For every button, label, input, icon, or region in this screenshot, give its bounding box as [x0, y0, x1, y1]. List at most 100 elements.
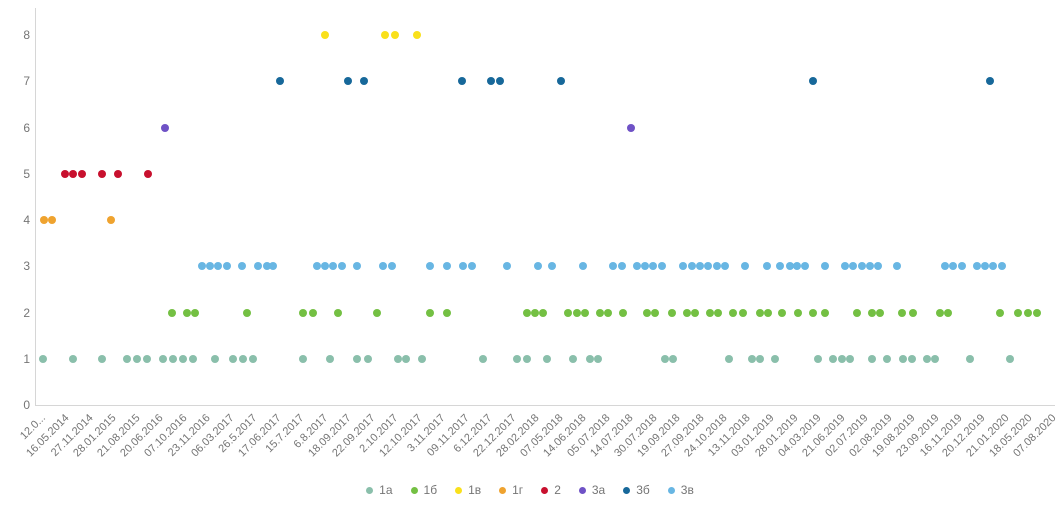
- data-point-1б[interactable]: [596, 308, 604, 317]
- data-point-1а[interactable]: [569, 354, 577, 363]
- data-point-1а[interactable]: [966, 354, 974, 363]
- data-point-1а[interactable]: [748, 354, 756, 363]
- data-point-1б[interactable]: [299, 308, 307, 317]
- data-point-1б[interactable]: [1014, 308, 1022, 317]
- data-point-3в[interactable]: [941, 262, 949, 271]
- data-point-1б[interactable]: [573, 308, 581, 317]
- data-point-3в[interactable]: [443, 262, 451, 271]
- data-point-1б[interactable]: [996, 308, 1004, 317]
- data-point-1а[interactable]: [98, 354, 106, 363]
- data-point-1а[interactable]: [402, 354, 410, 363]
- data-point-1б[interactable]: [898, 308, 906, 317]
- data-point-1а[interactable]: [229, 354, 237, 363]
- data-point-1а[interactable]: [846, 354, 854, 363]
- data-point-1а[interactable]: [479, 354, 487, 363]
- data-point-1а[interactable]: [123, 354, 131, 363]
- data-point-3в[interactable]: [849, 262, 857, 271]
- data-point-1а[interactable]: [513, 354, 521, 363]
- data-point-3в[interactable]: [633, 262, 641, 271]
- data-point-3в[interactable]: [641, 262, 649, 271]
- data-point-3в[interactable]: [786, 262, 794, 271]
- data-point-1б[interactable]: [821, 308, 829, 317]
- data-point-3а[interactable]: [627, 123, 635, 132]
- data-point-1а[interactable]: [39, 354, 47, 363]
- data-point-1а[interactable]: [189, 354, 197, 363]
- data-point-1а[interactable]: [899, 354, 907, 363]
- data-point-1а[interactable]: [725, 354, 733, 363]
- data-point-1б[interactable]: [426, 308, 434, 317]
- data-point-3в[interactable]: [338, 262, 346, 271]
- data-point-1а[interactable]: [756, 354, 764, 363]
- data-point-3б[interactable]: [276, 77, 284, 86]
- data-point-3в[interactable]: [776, 262, 784, 271]
- data-point-3в[interactable]: [503, 262, 511, 271]
- data-point-3в[interactable]: [958, 262, 966, 271]
- data-point-3в[interactable]: [214, 262, 222, 271]
- data-point-1а[interactable]: [69, 354, 77, 363]
- data-point-1б[interactable]: [443, 308, 451, 317]
- data-point-3в[interactable]: [426, 262, 434, 271]
- data-point-3в[interactable]: [821, 262, 829, 271]
- data-point-1г[interactable]: [48, 216, 56, 224]
- data-point-3в[interactable]: [198, 262, 206, 271]
- data-point-2[interactable]: [69, 169, 77, 178]
- data-point-1б[interactable]: [651, 308, 659, 317]
- data-point-1б[interactable]: [523, 308, 531, 317]
- data-point-1а[interactable]: [523, 354, 531, 363]
- data-point-1а[interactable]: [326, 354, 334, 363]
- data-point-3в[interactable]: [981, 262, 989, 271]
- data-point-1б[interactable]: [191, 308, 199, 317]
- data-point-1г[interactable]: [107, 216, 115, 224]
- data-point-1б[interactable]: [619, 308, 627, 317]
- data-point-1б[interactable]: [944, 308, 952, 317]
- data-point-3в[interactable]: [713, 262, 721, 271]
- data-point-1б[interactable]: [1033, 308, 1041, 317]
- data-point-1б[interactable]: [1024, 308, 1032, 317]
- data-point-1б[interactable]: [739, 308, 747, 317]
- data-point-2[interactable]: [78, 169, 86, 178]
- data-point-3в[interactable]: [679, 262, 687, 271]
- data-point-3б[interactable]: [344, 77, 352, 86]
- data-point-2[interactable]: [61, 169, 69, 178]
- data-point-3в[interactable]: [223, 262, 231, 271]
- data-point-3в[interactable]: [704, 262, 712, 271]
- data-point-1а[interactable]: [908, 354, 916, 363]
- data-point-3в[interactable]: [379, 262, 387, 271]
- data-point-1в[interactable]: [381, 31, 389, 39]
- data-point-1б[interactable]: [243, 308, 251, 317]
- data-point-3в[interactable]: [721, 262, 729, 271]
- data-point-3в[interactable]: [989, 262, 997, 271]
- data-point-3в[interactable]: [263, 262, 271, 271]
- data-point-2[interactable]: [98, 169, 106, 178]
- data-point-1б[interactable]: [756, 308, 764, 317]
- data-point-3в[interactable]: [949, 262, 957, 271]
- data-point-3в[interactable]: [579, 262, 587, 271]
- data-point-1а[interactable]: [661, 354, 669, 363]
- data-point-1а[interactable]: [771, 354, 779, 363]
- data-point-3в[interactable]: [741, 262, 749, 271]
- data-point-3в[interactable]: [649, 262, 657, 271]
- data-point-1а[interactable]: [353, 354, 361, 363]
- data-point-1а[interactable]: [669, 354, 677, 363]
- data-point-3в[interactable]: [893, 262, 901, 271]
- data-point-3в[interactable]: [688, 262, 696, 271]
- data-point-1а[interactable]: [868, 354, 876, 363]
- data-point-1а[interactable]: [931, 354, 939, 363]
- data-point-3в[interactable]: [353, 262, 361, 271]
- data-point-3в[interactable]: [801, 262, 809, 271]
- data-point-1б[interactable]: [764, 308, 772, 317]
- data-point-1б[interactable]: [183, 308, 191, 317]
- data-point-1б[interactable]: [794, 308, 802, 317]
- data-point-1в[interactable]: [321, 31, 329, 39]
- data-point-3в[interactable]: [858, 262, 866, 271]
- data-point-1в[interactable]: [413, 31, 421, 39]
- data-point-1а[interactable]: [586, 354, 594, 363]
- data-point-1б[interactable]: [936, 308, 944, 317]
- data-point-1а[interactable]: [299, 354, 307, 363]
- data-point-3в[interactable]: [998, 262, 1006, 271]
- data-point-3в[interactable]: [238, 262, 246, 271]
- data-point-1а[interactable]: [211, 354, 219, 363]
- data-point-3б[interactable]: [557, 77, 565, 86]
- data-point-1б[interactable]: [564, 308, 572, 317]
- data-point-2[interactable]: [114, 169, 122, 178]
